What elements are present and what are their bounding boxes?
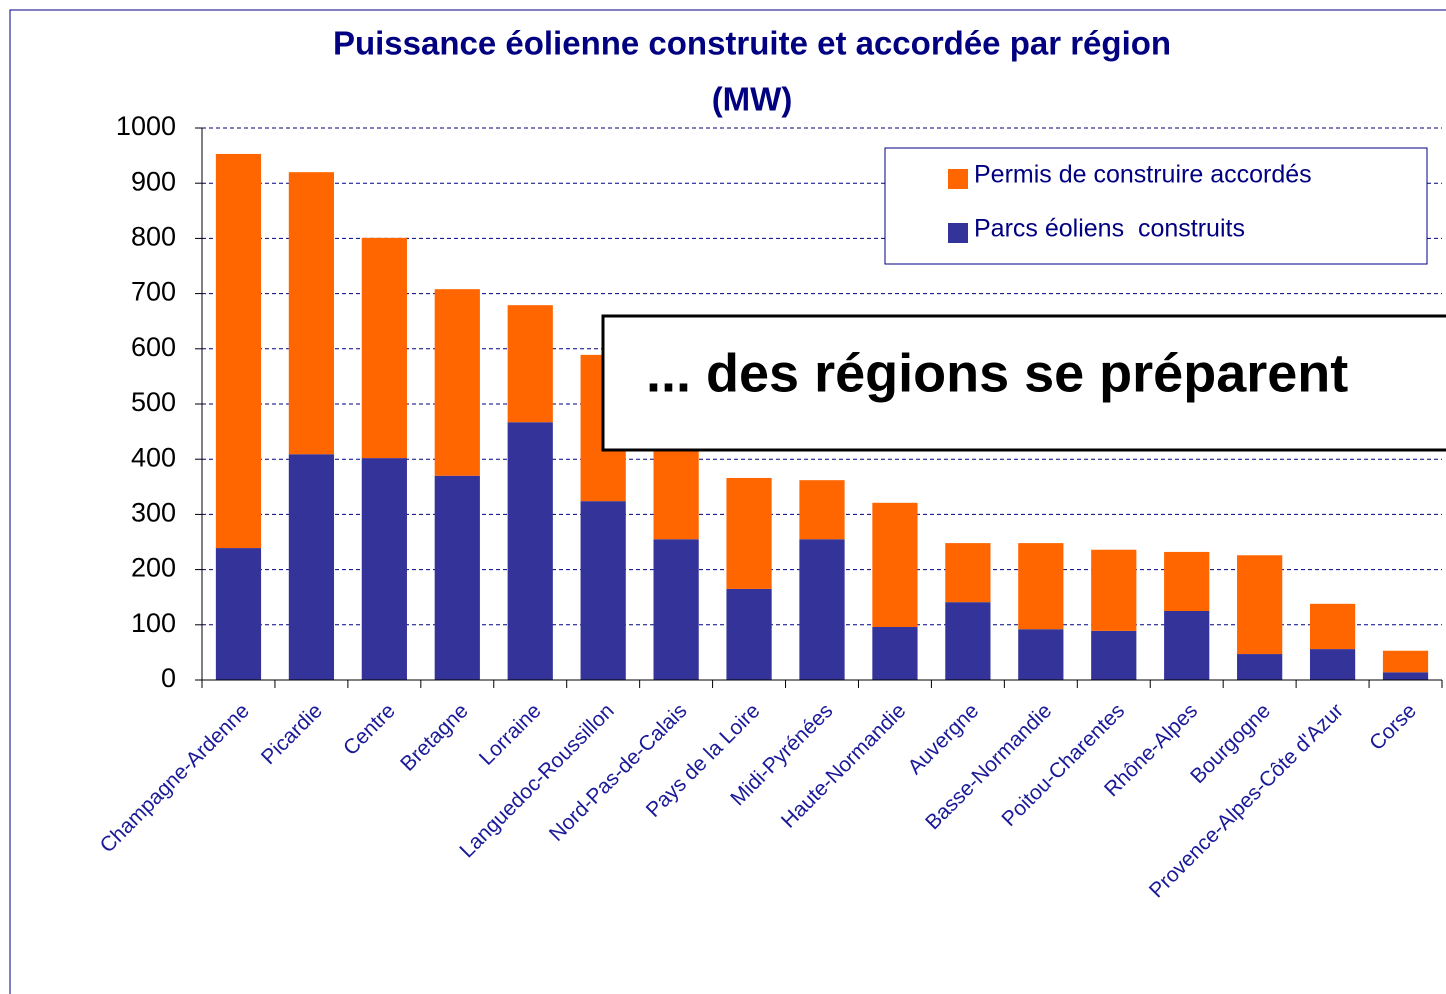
bar-segment xyxy=(288,454,335,680)
bar-segment xyxy=(288,172,335,455)
y-tick-label: 900 xyxy=(131,166,176,196)
y-tick-label: 300 xyxy=(131,498,176,528)
bar-segment xyxy=(507,422,553,680)
bar-segment xyxy=(945,602,991,680)
y-tick-label: 1000 xyxy=(116,111,176,141)
bar-segment xyxy=(1091,549,1137,631)
x-tick-label: Haute-Normandie xyxy=(777,699,910,832)
x-tick-label: Nord-Pas-de-Calais xyxy=(545,699,692,846)
x-tick-label: Corse xyxy=(1365,699,1421,755)
bar-segment xyxy=(653,437,699,540)
bar-segment xyxy=(799,539,845,680)
bar-segment xyxy=(1164,611,1210,680)
bar-segment xyxy=(1018,629,1064,680)
chart-subtitle: (MW) xyxy=(712,81,793,118)
legend-swatch xyxy=(948,223,968,243)
frame xyxy=(9,9,1446,994)
bar-segment xyxy=(1237,555,1283,655)
bar-segment xyxy=(1309,649,1356,680)
y-tick-label: 200 xyxy=(131,553,176,583)
x-tick-label: Champagne-Ardenne xyxy=(96,699,254,857)
bar-segment xyxy=(1237,654,1283,680)
chart-title: Puissance éolienne construite et accordé… xyxy=(333,25,1171,62)
bar-segment xyxy=(361,237,407,459)
annotation: ... des régions se préparent xyxy=(646,343,1348,403)
y-tick-label: 700 xyxy=(131,277,176,307)
legend-swatch xyxy=(948,169,968,189)
y-tick-label: 400 xyxy=(131,442,176,472)
y-tick-label: 0 xyxy=(161,663,176,693)
y-tick-label: 600 xyxy=(131,332,176,362)
x-tick-label: Lorraine xyxy=(475,699,546,770)
bar-segment xyxy=(799,480,845,540)
bar-segment xyxy=(653,539,699,680)
bar-segment xyxy=(1309,603,1356,650)
bar-segment xyxy=(945,543,991,603)
x-tick-label: Poitou-Charentes xyxy=(997,699,1129,831)
bar-segment xyxy=(215,153,262,549)
bar-segment xyxy=(1018,543,1064,630)
bar-segment xyxy=(872,502,918,628)
bar-segment xyxy=(215,548,262,680)
y-tick-label: 800 xyxy=(131,222,176,252)
bar-segment xyxy=(361,458,407,680)
bar-segment xyxy=(1382,650,1429,673)
bar-segment xyxy=(1382,672,1429,680)
annotation-box xyxy=(601,314,1446,452)
bar-segment xyxy=(434,289,480,476)
bar-segment xyxy=(1091,630,1137,680)
x-tick-label: Basse-Normandie xyxy=(921,699,1056,834)
bar-segment xyxy=(726,477,772,589)
bar-segment xyxy=(872,627,918,680)
bar-segment xyxy=(726,588,772,680)
bar-segment xyxy=(434,475,480,680)
legend-label: Parcs éoliens construits xyxy=(974,215,1245,243)
bar-segment xyxy=(507,305,553,423)
x-tick-label: Picardie xyxy=(257,699,327,769)
y-tick-label: 500 xyxy=(131,387,176,417)
x-tick-label: Centre xyxy=(339,699,400,760)
bar-segment xyxy=(580,501,626,680)
bar-segment xyxy=(1164,551,1210,611)
x-tick-label: Bretagne xyxy=(396,699,473,776)
y-tick-label: 100 xyxy=(131,608,176,638)
legend-label: Permis de construire accordés xyxy=(974,161,1312,189)
legend-box xyxy=(884,147,1428,265)
